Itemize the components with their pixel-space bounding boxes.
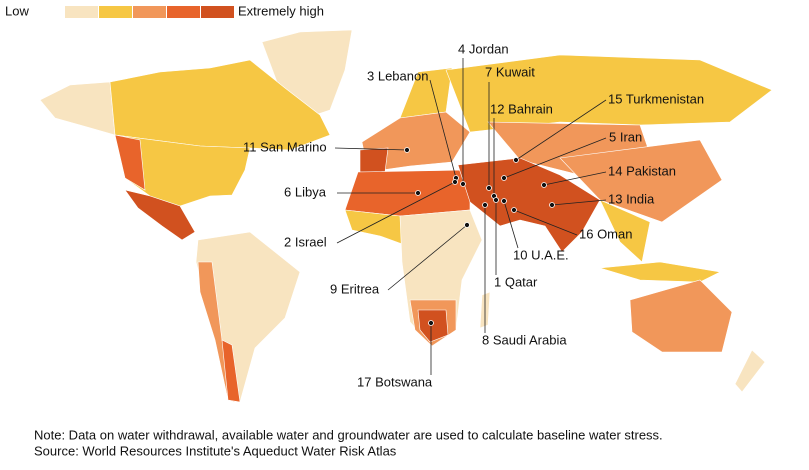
leaders xyxy=(334,58,607,375)
country-label: 2 Israel xyxy=(284,234,327,249)
country-label: 9 Eritrea xyxy=(330,281,380,296)
legend-swatch xyxy=(99,6,132,18)
southeast-asia xyxy=(599,199,651,263)
country-label: 15 Turkmenistan xyxy=(608,91,704,106)
note: Note: Data on water withdrawal, availabl… xyxy=(34,427,663,442)
country-label: 3 Lebanon xyxy=(367,68,428,83)
legend-swatch xyxy=(201,6,234,18)
labels: 4 Jordan 3 Lebanon 7 Kuwait 12 Bahrain 1… xyxy=(243,41,704,389)
middle-east xyxy=(457,157,601,253)
country-label: 13 India xyxy=(608,191,655,206)
country-label: 6 Libya xyxy=(284,184,327,199)
usa xyxy=(114,134,251,207)
country-label: 10 U.A.E. xyxy=(513,247,569,262)
country-label: 14 Pakistan xyxy=(608,163,676,178)
country-label: 5 Iran xyxy=(609,129,642,144)
australia xyxy=(629,279,733,353)
mexico xyxy=(124,189,196,241)
country-label: 8 Saudi Arabia xyxy=(482,332,567,347)
country-label: 11 San Marino xyxy=(243,139,327,154)
country-label: 1 Qatar xyxy=(494,274,538,289)
legend-swatches xyxy=(65,6,234,18)
china xyxy=(559,139,723,223)
us-west xyxy=(114,134,146,191)
indonesia xyxy=(599,261,721,283)
new-zealand xyxy=(734,349,766,393)
country-label: 12 Bahrain xyxy=(490,101,553,116)
alaska xyxy=(39,81,116,136)
legend-swatch xyxy=(133,6,166,18)
iberia xyxy=(359,147,389,173)
legend-high: Extremely high xyxy=(238,3,324,18)
legend-swatch xyxy=(65,6,98,18)
legend-low: Low xyxy=(5,3,29,18)
chile xyxy=(221,339,241,403)
source: Source: World Resources Institute's Aque… xyxy=(34,443,397,458)
country-label: 17 Botswana xyxy=(357,374,433,389)
country-label: 16 Oman xyxy=(579,226,632,241)
country-label: 7 Kuwait xyxy=(485,64,535,79)
legend-swatch xyxy=(167,6,200,18)
botswana-region xyxy=(417,309,449,343)
country-label: 4 Jordan xyxy=(458,41,509,56)
map xyxy=(39,29,773,403)
